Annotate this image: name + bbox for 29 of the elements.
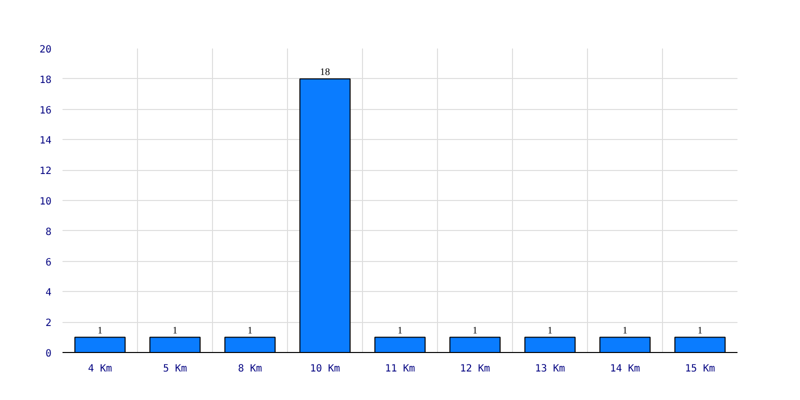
- x-tick-label: 11 Km: [384, 364, 416, 374]
- data-label: 1: [472, 325, 478, 336]
- x-tick-label: 4 Km: [88, 364, 112, 374]
- y-tick-label: 18: [39, 74, 52, 86]
- data-label: 18: [320, 66, 330, 78]
- y-tick-label: 10: [39, 196, 52, 208]
- y-tick-label: 0: [45, 348, 52, 360]
- data-label: 1: [172, 325, 178, 336]
- y-tick-label: 12: [39, 166, 52, 178]
- y-tick-label: 2: [45, 318, 52, 330]
- x-tick-label: 5 Km: [162, 364, 188, 374]
- x-tick-label: 13 Km: [534, 364, 566, 374]
- data-label: 1: [98, 325, 102, 336]
- data-label: 1: [622, 325, 628, 336]
- x-tick-label: 15 Km: [684, 364, 716, 374]
- x-tick-label: 10 Km: [310, 364, 340, 374]
- x-tick-label: 14 Km: [610, 364, 640, 374]
- y-tick-label: 8: [45, 226, 52, 238]
- data-label: 1: [248, 325, 252, 336]
- y-tick-label: 16: [39, 105, 52, 116]
- y-tick-label: 4: [45, 288, 52, 299]
- x-tick-label: 12 Km: [460, 364, 490, 374]
- data-label: 1: [398, 325, 402, 336]
- x-tick-label: 8 Km: [238, 364, 262, 374]
- y-tick-label: 6: [45, 257, 52, 268]
- y-tick-label: 20: [39, 44, 52, 56]
- data-label: 1: [698, 325, 702, 336]
- y-tick-label: 14: [39, 136, 52, 147]
- data-label: 1: [548, 325, 552, 336]
